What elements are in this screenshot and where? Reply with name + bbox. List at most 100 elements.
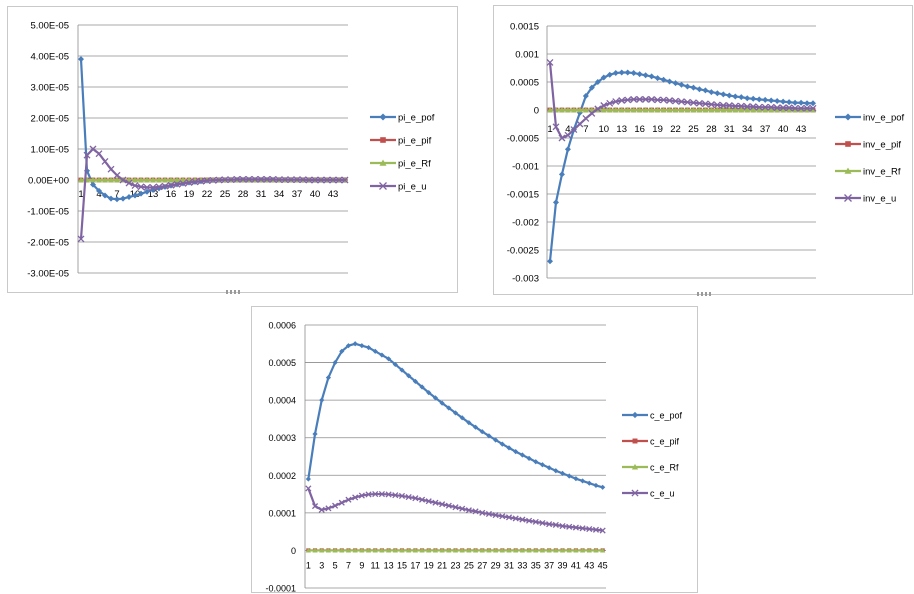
data-point-c_e_Rf — [339, 547, 345, 553]
data-point-pi_e_pof — [138, 190, 144, 197]
legend-label: inv_e_pif — [863, 140, 901, 151]
series-line-pi_e_u — [79, 147, 345, 239]
x-tick-label: 17 — [410, 560, 420, 570]
data-point-inv_e_pof — [798, 99, 805, 106]
data-point-pi_e_u — [287, 176, 295, 184]
data-point-c_e_u — [472, 508, 479, 515]
data-point-c_e_pof — [553, 468, 559, 474]
data-point-inv_e_u — [684, 98, 691, 106]
data-point-c_e_Rf — [332, 547, 338, 553]
y-tick-label: 0.0015 — [510, 22, 539, 33]
y-tick-label: -0.0015 — [507, 190, 539, 201]
legend-label: inv_e_Rf — [863, 167, 901, 178]
data-point-inv_e_Rf — [636, 107, 643, 113]
data-point-inv_e_pof — [654, 75, 661, 82]
data-point-inv_e_pof — [804, 100, 811, 107]
data-point-pi_e_u — [293, 176, 301, 184]
data-point-inv_e_pof — [588, 84, 595, 91]
data-point-c_e_Rf — [479, 547, 485, 553]
data-point-inv_e_Rf — [738, 107, 745, 113]
data-point-pi_e_u — [215, 176, 223, 184]
data-point-pi_e_pof — [132, 192, 138, 199]
data-point-pi_e_Rf — [144, 177, 150, 183]
data-point-pi_e_u — [95, 150, 103, 158]
x-tick-label: 23 — [450, 560, 460, 570]
data-point-pi_e_pof — [114, 196, 120, 203]
data-point-c_e_Rf — [579, 547, 586, 553]
data-point-inv_e_Rf — [708, 107, 715, 113]
data-point-inv_e_u — [803, 104, 811, 112]
data-point-inv_e_u — [773, 104, 781, 112]
data-point-inv_e_u — [707, 100, 715, 108]
legend-marker — [379, 159, 387, 166]
data-point-inv_e_u — [701, 100, 709, 108]
x-tick-label: 25 — [464, 560, 474, 570]
data-point-pi_e_Rf — [108, 177, 114, 183]
data-point-c_e_Rf — [406, 547, 412, 553]
data-point-inv_e_pof — [636, 71, 643, 78]
chart-c: 0.0006 0.0005 0.0004 0.0003 0.0002 0.0001 0 -0.… — [265, 321, 682, 594]
data-point-c_e_Rf — [419, 547, 425, 553]
data-point-inv_e_u — [749, 103, 757, 111]
data-point-inv_e_Rf — [750, 107, 757, 113]
data-point-c_e_Rf — [519, 547, 525, 553]
data-point-pi_e_Rf — [174, 177, 180, 183]
legend-label: c_e_Rf — [650, 463, 679, 473]
data-point-c_e_Rf — [600, 547, 606, 553]
legend-marker — [844, 167, 852, 174]
data-point-c_e_u — [452, 504, 459, 511]
y-tick-label: 0.001 — [515, 50, 539, 61]
resize-handle[interactable] — [226, 290, 240, 294]
data-point-c_e_u — [305, 485, 312, 492]
data-point-inv_e_pof — [780, 98, 787, 105]
data-point-inv_e_u — [600, 102, 608, 109]
resize-handle[interactable] — [697, 292, 711, 296]
x-tick-label: 31 — [724, 124, 735, 135]
series-line-c_e_pof — [307, 342, 603, 489]
data-point-c_e_Rf — [305, 547, 311, 553]
data-point-pi_e_u — [119, 176, 127, 184]
x-tick-label: 19 — [424, 560, 434, 570]
data-point-inv_e_Rf — [618, 107, 625, 113]
data-point-pi_e_Rf — [156, 177, 162, 183]
data-point-c_e_u — [485, 510, 493, 518]
data-point-c_e_u — [338, 499, 345, 506]
data-point-c_e_Rf — [573, 547, 579, 553]
x-tick-label: 3 — [319, 560, 324, 570]
data-point-c_e_pof — [305, 476, 311, 482]
data-point-inv_e_u — [779, 104, 787, 112]
x-tick-label: 19 — [184, 189, 195, 200]
data-point-c_e_pof — [426, 390, 432, 396]
data-point-inv_e_u — [743, 103, 751, 111]
data-point-inv_e_Rf — [654, 107, 661, 113]
data-point-pi_e_pof — [144, 188, 150, 195]
data-point-inv_e_pof — [648, 73, 655, 80]
data-point-inv_e_Rf — [666, 107, 673, 113]
y-tick-label: 0.0006 — [268, 321, 296, 331]
y-tick-label: -0.0001 — [265, 584, 296, 594]
data-point-inv_e_pof — [810, 100, 817, 107]
data-point-c_e_u — [352, 494, 359, 501]
data-point-inv_e_pof — [660, 76, 667, 83]
data-point-c_e_pof — [600, 484, 606, 490]
x-tick-label: 27 — [477, 560, 487, 570]
y-tick-label: 0.0005 — [268, 358, 296, 368]
data-point-inv_e_u — [630, 95, 638, 103]
y-tick-label: 2.00E-05 — [30, 114, 69, 125]
legend-marker — [379, 182, 387, 190]
data-point-inv_e_pof — [558, 171, 565, 178]
data-point-inv_e_Rf — [582, 107, 589, 113]
data-point-inv_e_u — [594, 105, 602, 113]
data-point-pi_e_u — [125, 179, 133, 187]
x-tick-label: 7 — [114, 189, 119, 200]
x-tick-label: 39 — [558, 560, 568, 570]
data-point-pi_e_u — [245, 175, 253, 183]
data-point-pi_e_u — [239, 175, 247, 183]
x-tick-label: 1 — [306, 560, 311, 570]
data-point-pi_e_u — [185, 179, 193, 186]
data-point-inv_e_Rf — [612, 107, 619, 113]
x-tick-label: 7 — [583, 124, 588, 135]
x-tick-label: 37 — [292, 189, 303, 200]
data-point-c_e_u — [512, 515, 519, 522]
x-tick-label: 13 — [616, 124, 627, 135]
